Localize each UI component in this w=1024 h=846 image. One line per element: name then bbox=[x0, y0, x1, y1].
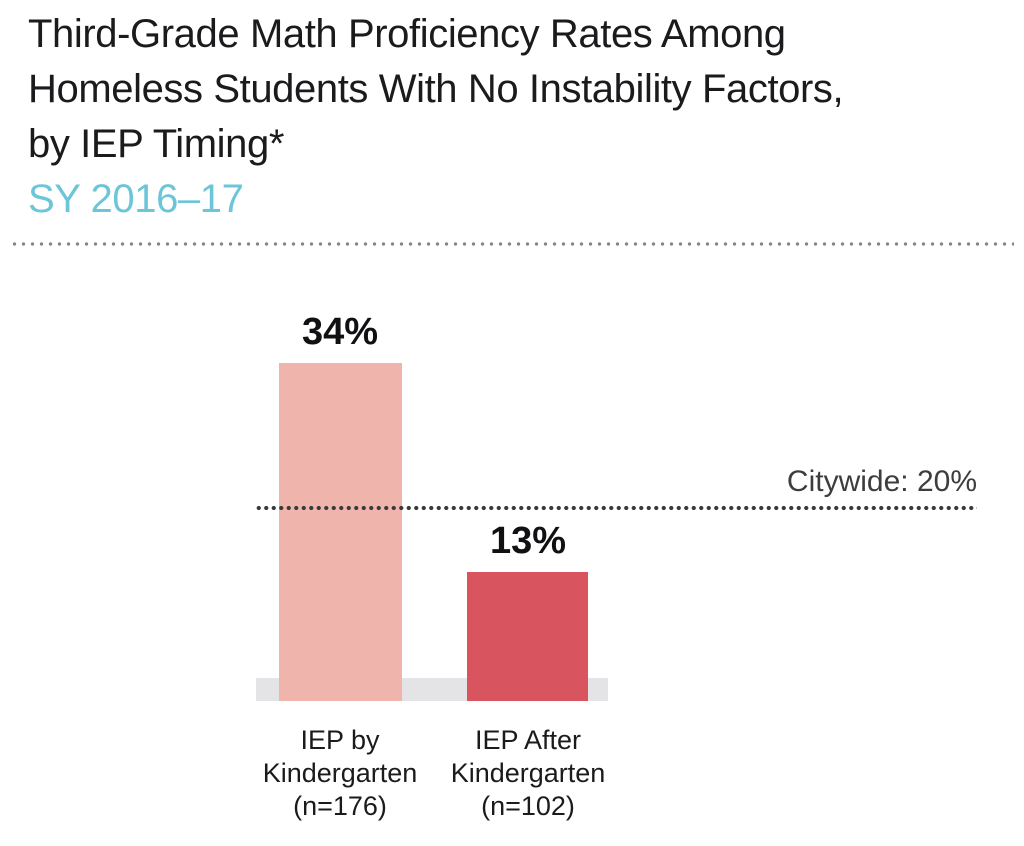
value-label-iep-by-kindergarten: 34% bbox=[301, 311, 379, 353]
category-label-line: IEP by bbox=[300, 725, 380, 755]
bar-iep-by-kindergarten bbox=[279, 363, 402, 701]
dotted-separator-line bbox=[10, 241, 1014, 247]
bar-iep-after-kindergarten bbox=[467, 572, 588, 701]
category-label-line: Kindergarten bbox=[262, 758, 418, 788]
chart-title-line-2: Homeless Students With No Instability Fa… bbox=[28, 67, 844, 111]
category-label-line: Kindergarten bbox=[450, 758, 606, 788]
category-label-iep-by-kindergarten: IEP by Kindergarten (n=176) bbox=[230, 724, 450, 823]
value-label-iep-after-kindergarten: 13% bbox=[489, 520, 567, 562]
chart-header: Third-Grade Math Proficiency Rates Among… bbox=[28, 7, 998, 227]
category-label-iep-after-kindergarten: IEP After Kindergarten (n=102) bbox=[418, 724, 638, 823]
category-label-line: (n=102) bbox=[481, 791, 575, 821]
chart-title-line-3: by IEP Timing* bbox=[28, 122, 285, 166]
citywide-reference-label: Citywide: 20% bbox=[786, 465, 977, 498]
chart-subtitle: SY 2016–17 bbox=[28, 177, 244, 221]
category-label-line: IEP After bbox=[474, 725, 582, 755]
citywide-reference-line bbox=[255, 505, 977, 511]
category-label-line: (n=176) bbox=[293, 791, 387, 821]
chart-title-line-1: Third-Grade Math Proficiency Rates Among bbox=[28, 12, 786, 56]
